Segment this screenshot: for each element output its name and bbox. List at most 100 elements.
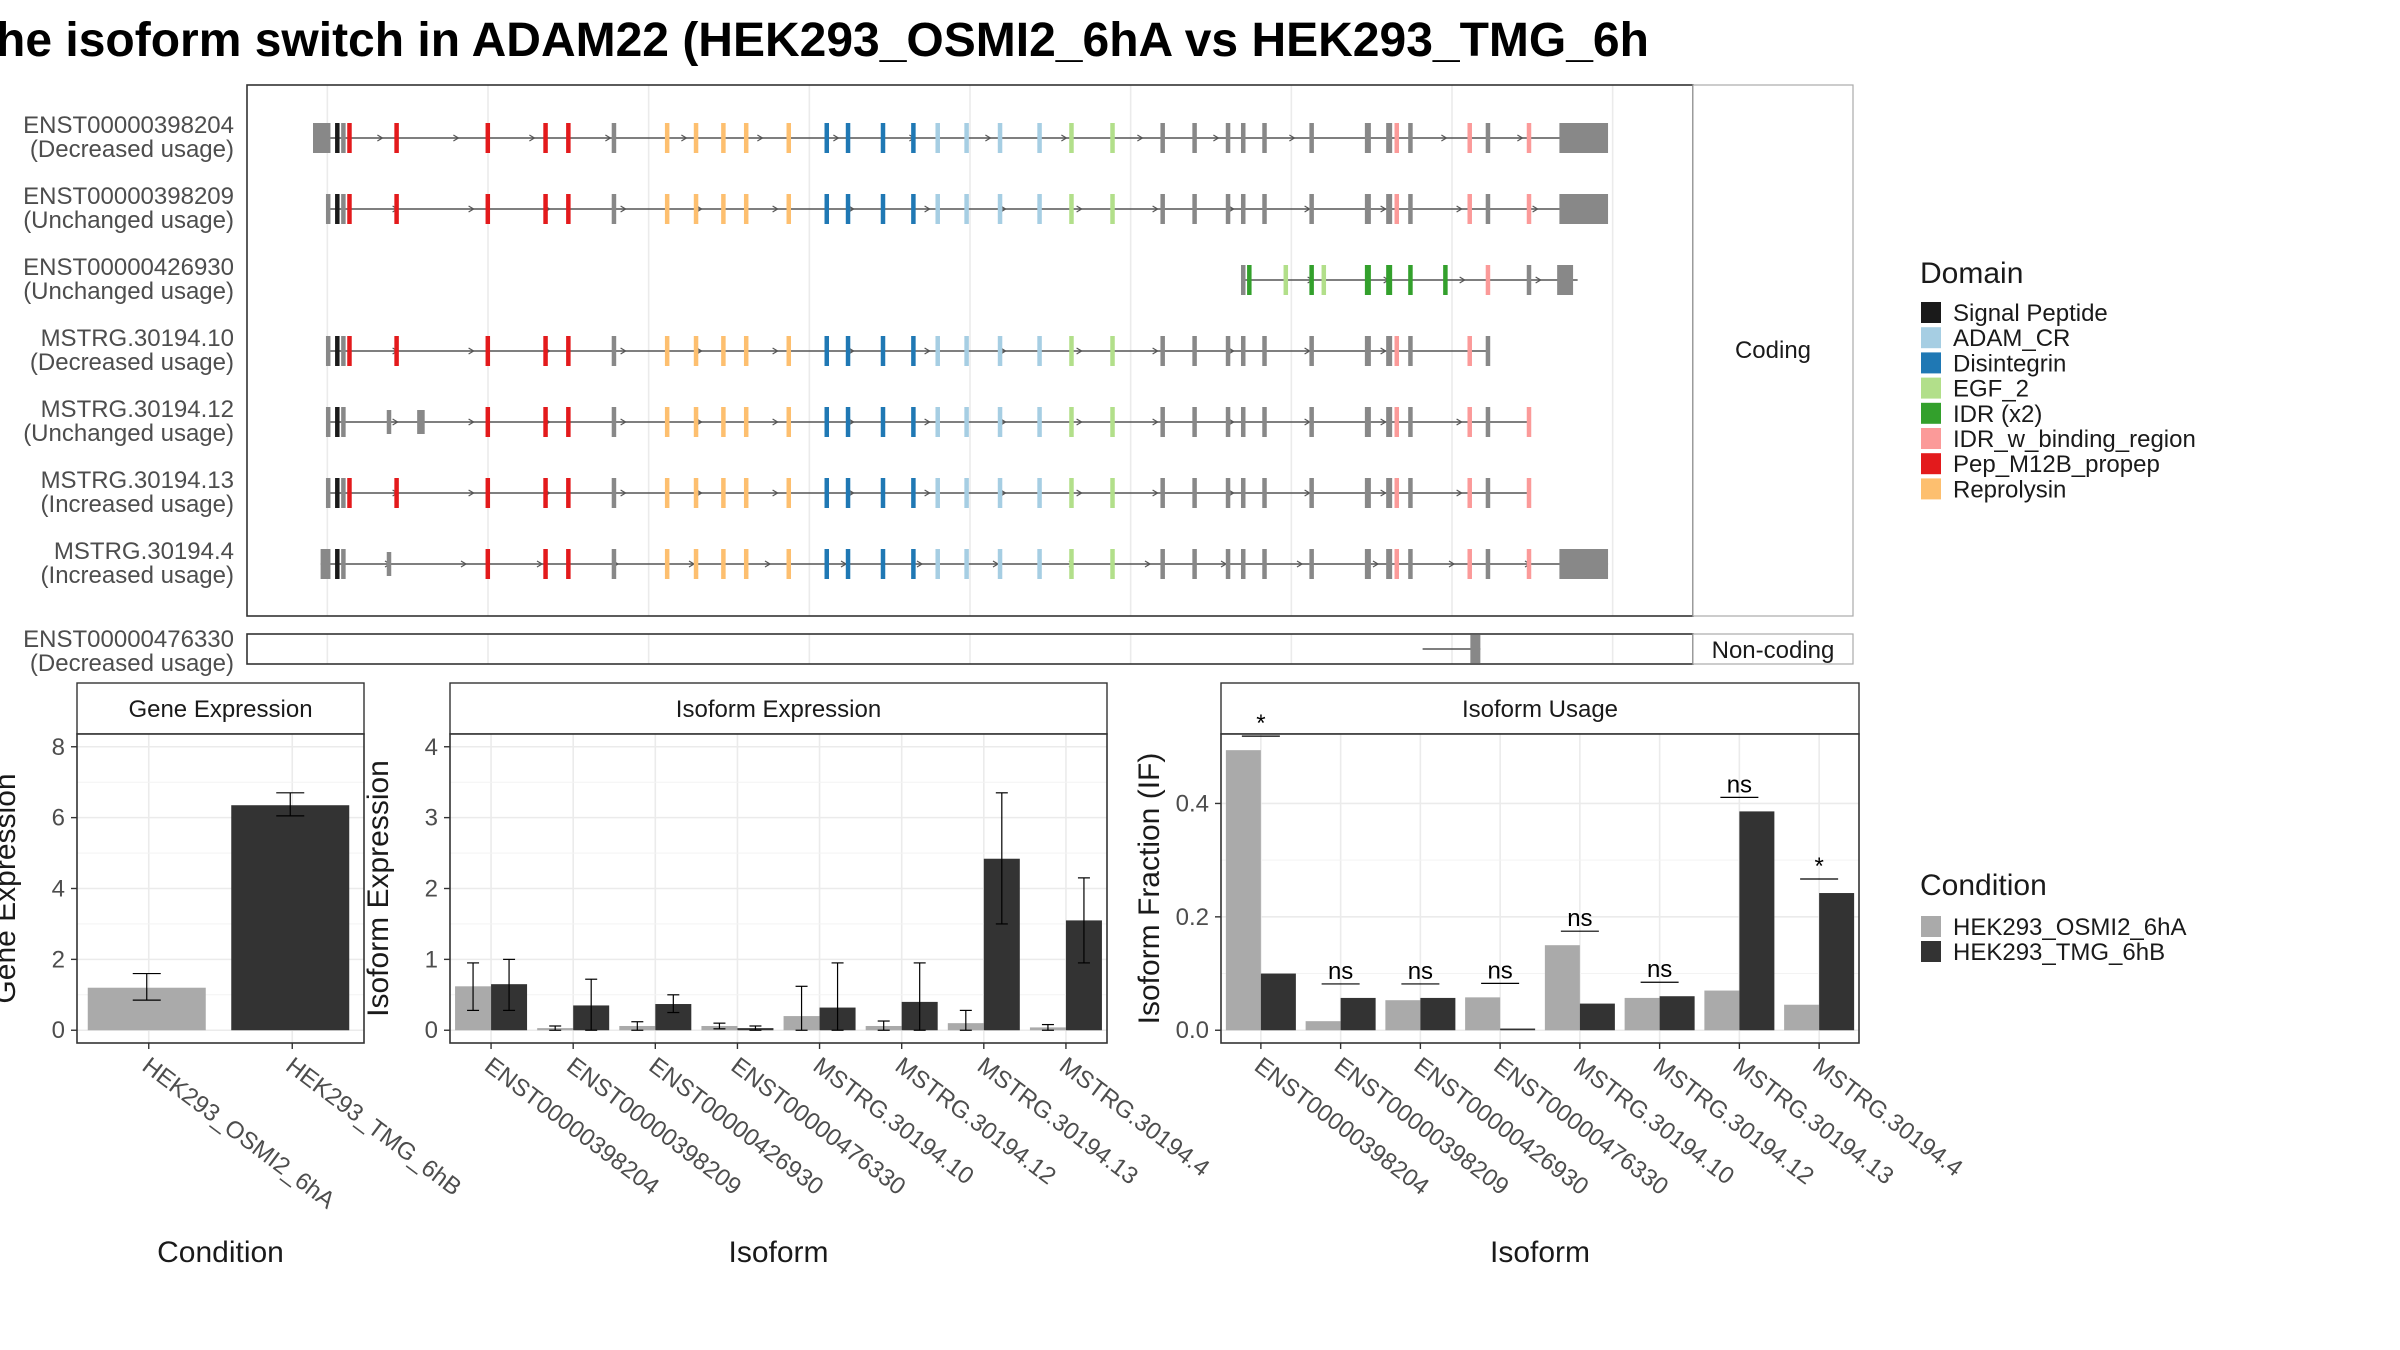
- exon: [664, 123, 670, 153]
- y-axis-title: Gene Expression: [0, 773, 22, 1003]
- exon: [1526, 123, 1532, 153]
- exon: [997, 407, 1003, 437]
- strand-arrow: [377, 134, 384, 142]
- y-tick-label: 0: [52, 1017, 65, 1044]
- error-bar: [631, 1021, 644, 1031]
- exon: [664, 407, 670, 437]
- exon: [485, 549, 491, 579]
- exon: [786, 407, 792, 437]
- exon: [964, 549, 969, 579]
- exon: [1386, 194, 1393, 224]
- exon: [1225, 194, 1231, 224]
- exon: [1160, 549, 1165, 579]
- strand-arrow: [1380, 489, 1387, 497]
- exon: [347, 123, 352, 153]
- exon: [566, 478, 571, 508]
- exon: [1225, 336, 1231, 366]
- exon: [786, 478, 792, 508]
- error-bar: [132, 972, 161, 1001]
- exon: [566, 194, 571, 224]
- facet-strip-label: Isoform Expression: [676, 696, 881, 723]
- y-tick-label: 8: [52, 734, 65, 761]
- exon: [1192, 478, 1197, 508]
- exon: [1364, 265, 1371, 295]
- exon: [1262, 123, 1267, 153]
- exon: [743, 123, 749, 153]
- transcript-id: ENST00000476330: [23, 626, 234, 653]
- strand-arrow: [620, 489, 627, 497]
- exon: [1526, 478, 1532, 508]
- exon: [543, 407, 548, 437]
- exon: [1309, 123, 1314, 153]
- noncoding-transcripts: ENST00000476330(Decreased usage): [23, 626, 1481, 677]
- exon: [341, 194, 346, 224]
- exon: [325, 407, 331, 437]
- error-bar: [959, 1009, 972, 1031]
- facet-strip-label: Isoform Usage: [1462, 696, 1618, 723]
- strand-arrow: [536, 560, 544, 568]
- exon: [611, 123, 617, 153]
- exon: [911, 407, 916, 437]
- strand-arrow: [1380, 205, 1387, 213]
- exon: [1467, 123, 1472, 153]
- strand-arrow: [1380, 347, 1387, 355]
- exon: [1443, 265, 1448, 295]
- transcript-usage: (Unchanged usage): [23, 207, 234, 234]
- exon: [786, 194, 792, 224]
- exon: [1262, 194, 1267, 224]
- exon: [1240, 336, 1246, 366]
- significance-label: ns: [1408, 958, 1433, 985]
- significance-annotation: ns: [1720, 771, 1759, 798]
- exon: [1364, 336, 1371, 366]
- exon: [341, 407, 346, 437]
- y-tick-label: 4: [425, 734, 438, 761]
- bar: [1305, 1021, 1341, 1031]
- error-bar: [503, 958, 516, 1011]
- exon: [1225, 123, 1231, 153]
- strand-arrow: [453, 134, 460, 142]
- exon: [1037, 407, 1042, 437]
- domain-legend-label: ADAM_CR: [1953, 325, 2070, 352]
- strand-arrow: [1152, 489, 1159, 497]
- bar: [1624, 997, 1660, 1031]
- exon: [394, 336, 399, 366]
- exon: [964, 478, 969, 508]
- exon: [566, 549, 571, 579]
- exon: [341, 336, 346, 366]
- exon: [1394, 549, 1400, 579]
- error-bar: [795, 985, 808, 1031]
- strand-arrow: [460, 560, 468, 568]
- exon: [386, 410, 392, 434]
- exon: [1225, 478, 1231, 508]
- exon: [417, 410, 422, 434]
- exon: [964, 123, 969, 153]
- exon: [543, 194, 548, 224]
- bar: [1260, 973, 1296, 1031]
- isoform-expression-chart: Isoform Expression01234ENST00000398204EN…: [362, 682, 1214, 1269]
- exon: [935, 549, 940, 579]
- exon: [325, 194, 331, 224]
- condition-legend: Condition HEK293_OSMI2_6hA HEK293_TMG_6h…: [1920, 869, 2186, 966]
- exon: [1470, 635, 1481, 663]
- exon: [1069, 549, 1074, 579]
- exon: [1160, 407, 1165, 437]
- strand-arrow: [1296, 560, 1304, 568]
- error-bar: [749, 1025, 762, 1031]
- y-tick-label: 0.0: [1176, 1017, 1209, 1044]
- transcript-row: MSTRG.30194.12(Unchanged usage): [23, 396, 1532, 447]
- exon: [664, 478, 670, 508]
- coding-transcripts: ENST00000398204(Decreased usage)ENST0000…: [23, 112, 1609, 589]
- strand-arrow: [772, 205, 779, 213]
- strand-arrow: [1076, 418, 1083, 426]
- strand-arrow: [620, 205, 627, 213]
- exon: [721, 549, 726, 579]
- exon: [1262, 478, 1267, 508]
- exon: [335, 123, 340, 153]
- domain-legend-label: Pep_M12B_propep: [1953, 451, 2160, 478]
- strand-arrow: [924, 347, 931, 355]
- transcript-usage: (Unchanged usage): [23, 278, 234, 305]
- transcript-id: MSTRG.30194.10: [41, 325, 234, 352]
- strand-arrow: [1213, 134, 1220, 142]
- y-tick-label: 2: [425, 876, 438, 903]
